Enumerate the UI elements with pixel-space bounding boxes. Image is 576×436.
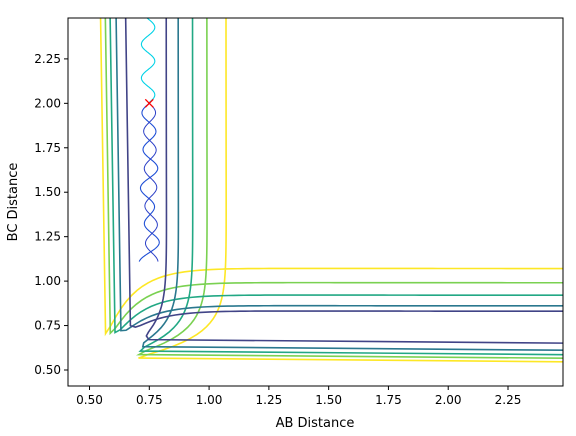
contour-level-5	[124, 18, 563, 344]
y-tick-label: 1.75	[34, 141, 61, 155]
start-marker	[144, 98, 154, 108]
x-tick-label: 1.50	[315, 393, 342, 407]
trajectory-lines	[138, 18, 160, 262]
plot-frame	[67, 17, 564, 387]
contour-lines	[99, 18, 563, 363]
y-axis-ticks: 0.50 0.75 1.00 1.25 1.50 1.75 2.00 2.25	[34, 52, 68, 377]
contour-level-1	[99, 18, 563, 363]
y-axis-label: BC Distance	[6, 163, 21, 242]
x-tick-label: 0.75	[136, 393, 163, 407]
contour-level-4	[115, 18, 563, 352]
x-tick-label: 1.75	[375, 393, 402, 407]
y-tick-label: 1.00	[34, 274, 61, 288]
trajectory-2-companion	[143, 102, 159, 262]
trajectory-1	[140, 18, 156, 104]
x-axis-ticks: 0.50 0.75 1.00 1.25 1.50 1.75 2.00 2.25	[76, 386, 521, 407]
x-tick-label: 1.00	[196, 393, 223, 407]
x-axis-label: AB Distance	[276, 416, 355, 431]
contour-level-2	[104, 18, 563, 360]
x-tick-label: 1.25	[256, 393, 283, 407]
y-tick-label: 2.25	[34, 52, 61, 66]
start-marker-x	[144, 98, 154, 108]
y-tick-label: 1.25	[34, 230, 61, 244]
y-tick-label: 2.00	[34, 96, 61, 110]
x-tick-label: 2.00	[435, 393, 462, 407]
trajectory-2	[138, 102, 160, 262]
x-tick-label: 2.25	[495, 393, 522, 407]
y-tick-label: 0.75	[34, 319, 61, 333]
y-tick-label: 0.50	[34, 363, 61, 377]
contour-level-3	[109, 18, 563, 356]
y-tick-label: 1.50	[34, 185, 61, 199]
x-tick-label: 0.50	[76, 393, 103, 407]
